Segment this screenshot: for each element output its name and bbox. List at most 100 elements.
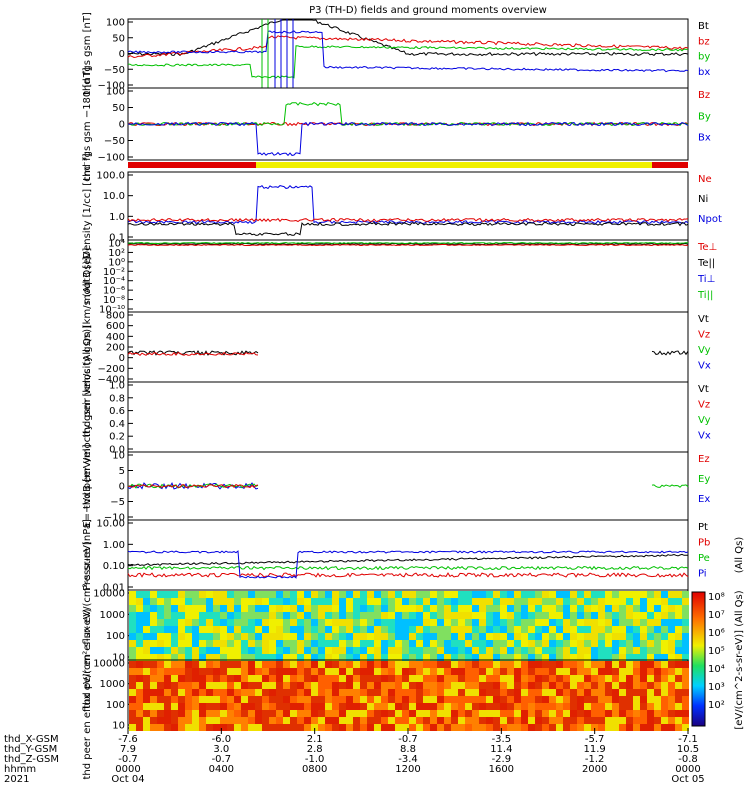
heatmap-cell: [339, 717, 346, 724]
heatmap-cell: [472, 612, 479, 619]
heatmap-cell: [129, 647, 136, 654]
heatmap-cell: [409, 682, 416, 689]
heatmap-cell: [626, 605, 633, 612]
heatmap-cell: [276, 591, 283, 598]
heatmap-cell: [318, 633, 325, 640]
heatmap-cell: [143, 598, 150, 605]
heatmap-cell: [381, 675, 388, 682]
legend-entry: Vy: [698, 415, 711, 426]
heatmap-cell: [220, 661, 227, 668]
heatmap-cell: [416, 598, 423, 605]
heatmap-cell: [416, 612, 423, 619]
heatmap-cell: [374, 598, 381, 605]
y-tick-label: 0.0: [109, 445, 125, 456]
heatmap-cell: [206, 626, 213, 633]
y-tick-label: 1.0: [109, 212, 125, 223]
heatmap-cell: [563, 647, 570, 654]
heatmap-cell: [458, 689, 465, 696]
heatmap-cell: [276, 675, 283, 682]
heatmap-cell: [143, 626, 150, 633]
heatmap-cell: [556, 682, 563, 689]
heatmap-cell: [668, 647, 675, 654]
heatmap-cell: [220, 612, 227, 619]
heatmap-cell: [185, 703, 192, 710]
heatmap-cell: [444, 591, 451, 598]
heatmap-cell: [206, 717, 213, 724]
heatmap-cell: [402, 647, 409, 654]
heatmap-cell: [619, 626, 626, 633]
y-tick-label: 0.10: [103, 561, 125, 572]
heatmap-cell: [605, 717, 612, 724]
heatmap-cell: [213, 626, 220, 633]
x-tick-label: Oct 05: [671, 774, 704, 785]
heatmap-cell: [346, 682, 353, 689]
heatmap-cell: [367, 591, 374, 598]
heatmap-cell: [262, 605, 269, 612]
heatmap-cell: [472, 703, 479, 710]
heatmap-cell: [283, 710, 290, 717]
heatmap-cell: [318, 668, 325, 675]
heatmap-cell: [465, 647, 472, 654]
heatmap-cell: [633, 710, 640, 717]
heatmap-cell: [626, 654, 633, 661]
heatmap-cell: [661, 724, 668, 731]
heatmap-cell: [437, 717, 444, 724]
heatmap-cell: [353, 703, 360, 710]
heatmap-cell: [262, 626, 269, 633]
heatmap-cell: [360, 703, 367, 710]
heatmap-cell: [409, 598, 416, 605]
heatmap-cell: [500, 612, 507, 619]
heatmap-cell: [619, 668, 626, 675]
heatmap-cell: [402, 654, 409, 661]
heatmap-cell: [311, 619, 318, 626]
heatmap-cell: [339, 724, 346, 731]
heatmap-cell: [297, 626, 304, 633]
heatmap-cell: [332, 619, 339, 626]
heatmap-cell: [556, 689, 563, 696]
heatmap-cell: [668, 682, 675, 689]
heatmap-cell: [157, 612, 164, 619]
heatmap-cell: [129, 598, 136, 605]
heatmap-cell: [647, 612, 654, 619]
heatmap-cell: [535, 661, 542, 668]
heatmap-cell: [640, 640, 647, 647]
heatmap-cell: [388, 626, 395, 633]
heatmap-cell: [297, 605, 304, 612]
heatmap-cell: [332, 640, 339, 647]
heatmap-cell: [276, 647, 283, 654]
heatmap-cell: [619, 598, 626, 605]
heatmap-cell: [150, 605, 157, 612]
heatmap-cell: [213, 703, 220, 710]
heatmap-cell: [514, 647, 521, 654]
heatmap-cell: [164, 689, 171, 696]
heatmap-cell: [549, 619, 556, 626]
heatmap-cell: [283, 689, 290, 696]
heatmap-cell: [332, 661, 339, 668]
heatmap-cell: [437, 619, 444, 626]
heatmap-cell: [241, 647, 248, 654]
heatmap-cell: [507, 633, 514, 640]
heatmap-cell: [451, 605, 458, 612]
heatmap-cell: [563, 598, 570, 605]
heatmap-cell: [549, 626, 556, 633]
x-tick-label: 0000: [675, 764, 700, 775]
y-tick-label: −200: [98, 364, 125, 375]
heatmap-cell: [577, 682, 584, 689]
heatmap-cell: [395, 710, 402, 717]
heatmap-cell: [220, 633, 227, 640]
heatmap-cell: [297, 612, 304, 619]
heatmap-cell: [542, 605, 549, 612]
heatmap-cell: [563, 640, 570, 647]
heatmap-cell: [451, 661, 458, 668]
heatmap-cell: [451, 647, 458, 654]
heatmap-cell: [185, 591, 192, 598]
heatmap-cell: [381, 682, 388, 689]
series-trace: [651, 484, 689, 488]
heatmap-cell: [486, 724, 493, 731]
heatmap-cell: [682, 640, 689, 647]
heatmap-cell: [542, 598, 549, 605]
heatmap-cell: [353, 710, 360, 717]
heatmap-cell: [556, 612, 563, 619]
heatmap-cell: [472, 661, 479, 668]
